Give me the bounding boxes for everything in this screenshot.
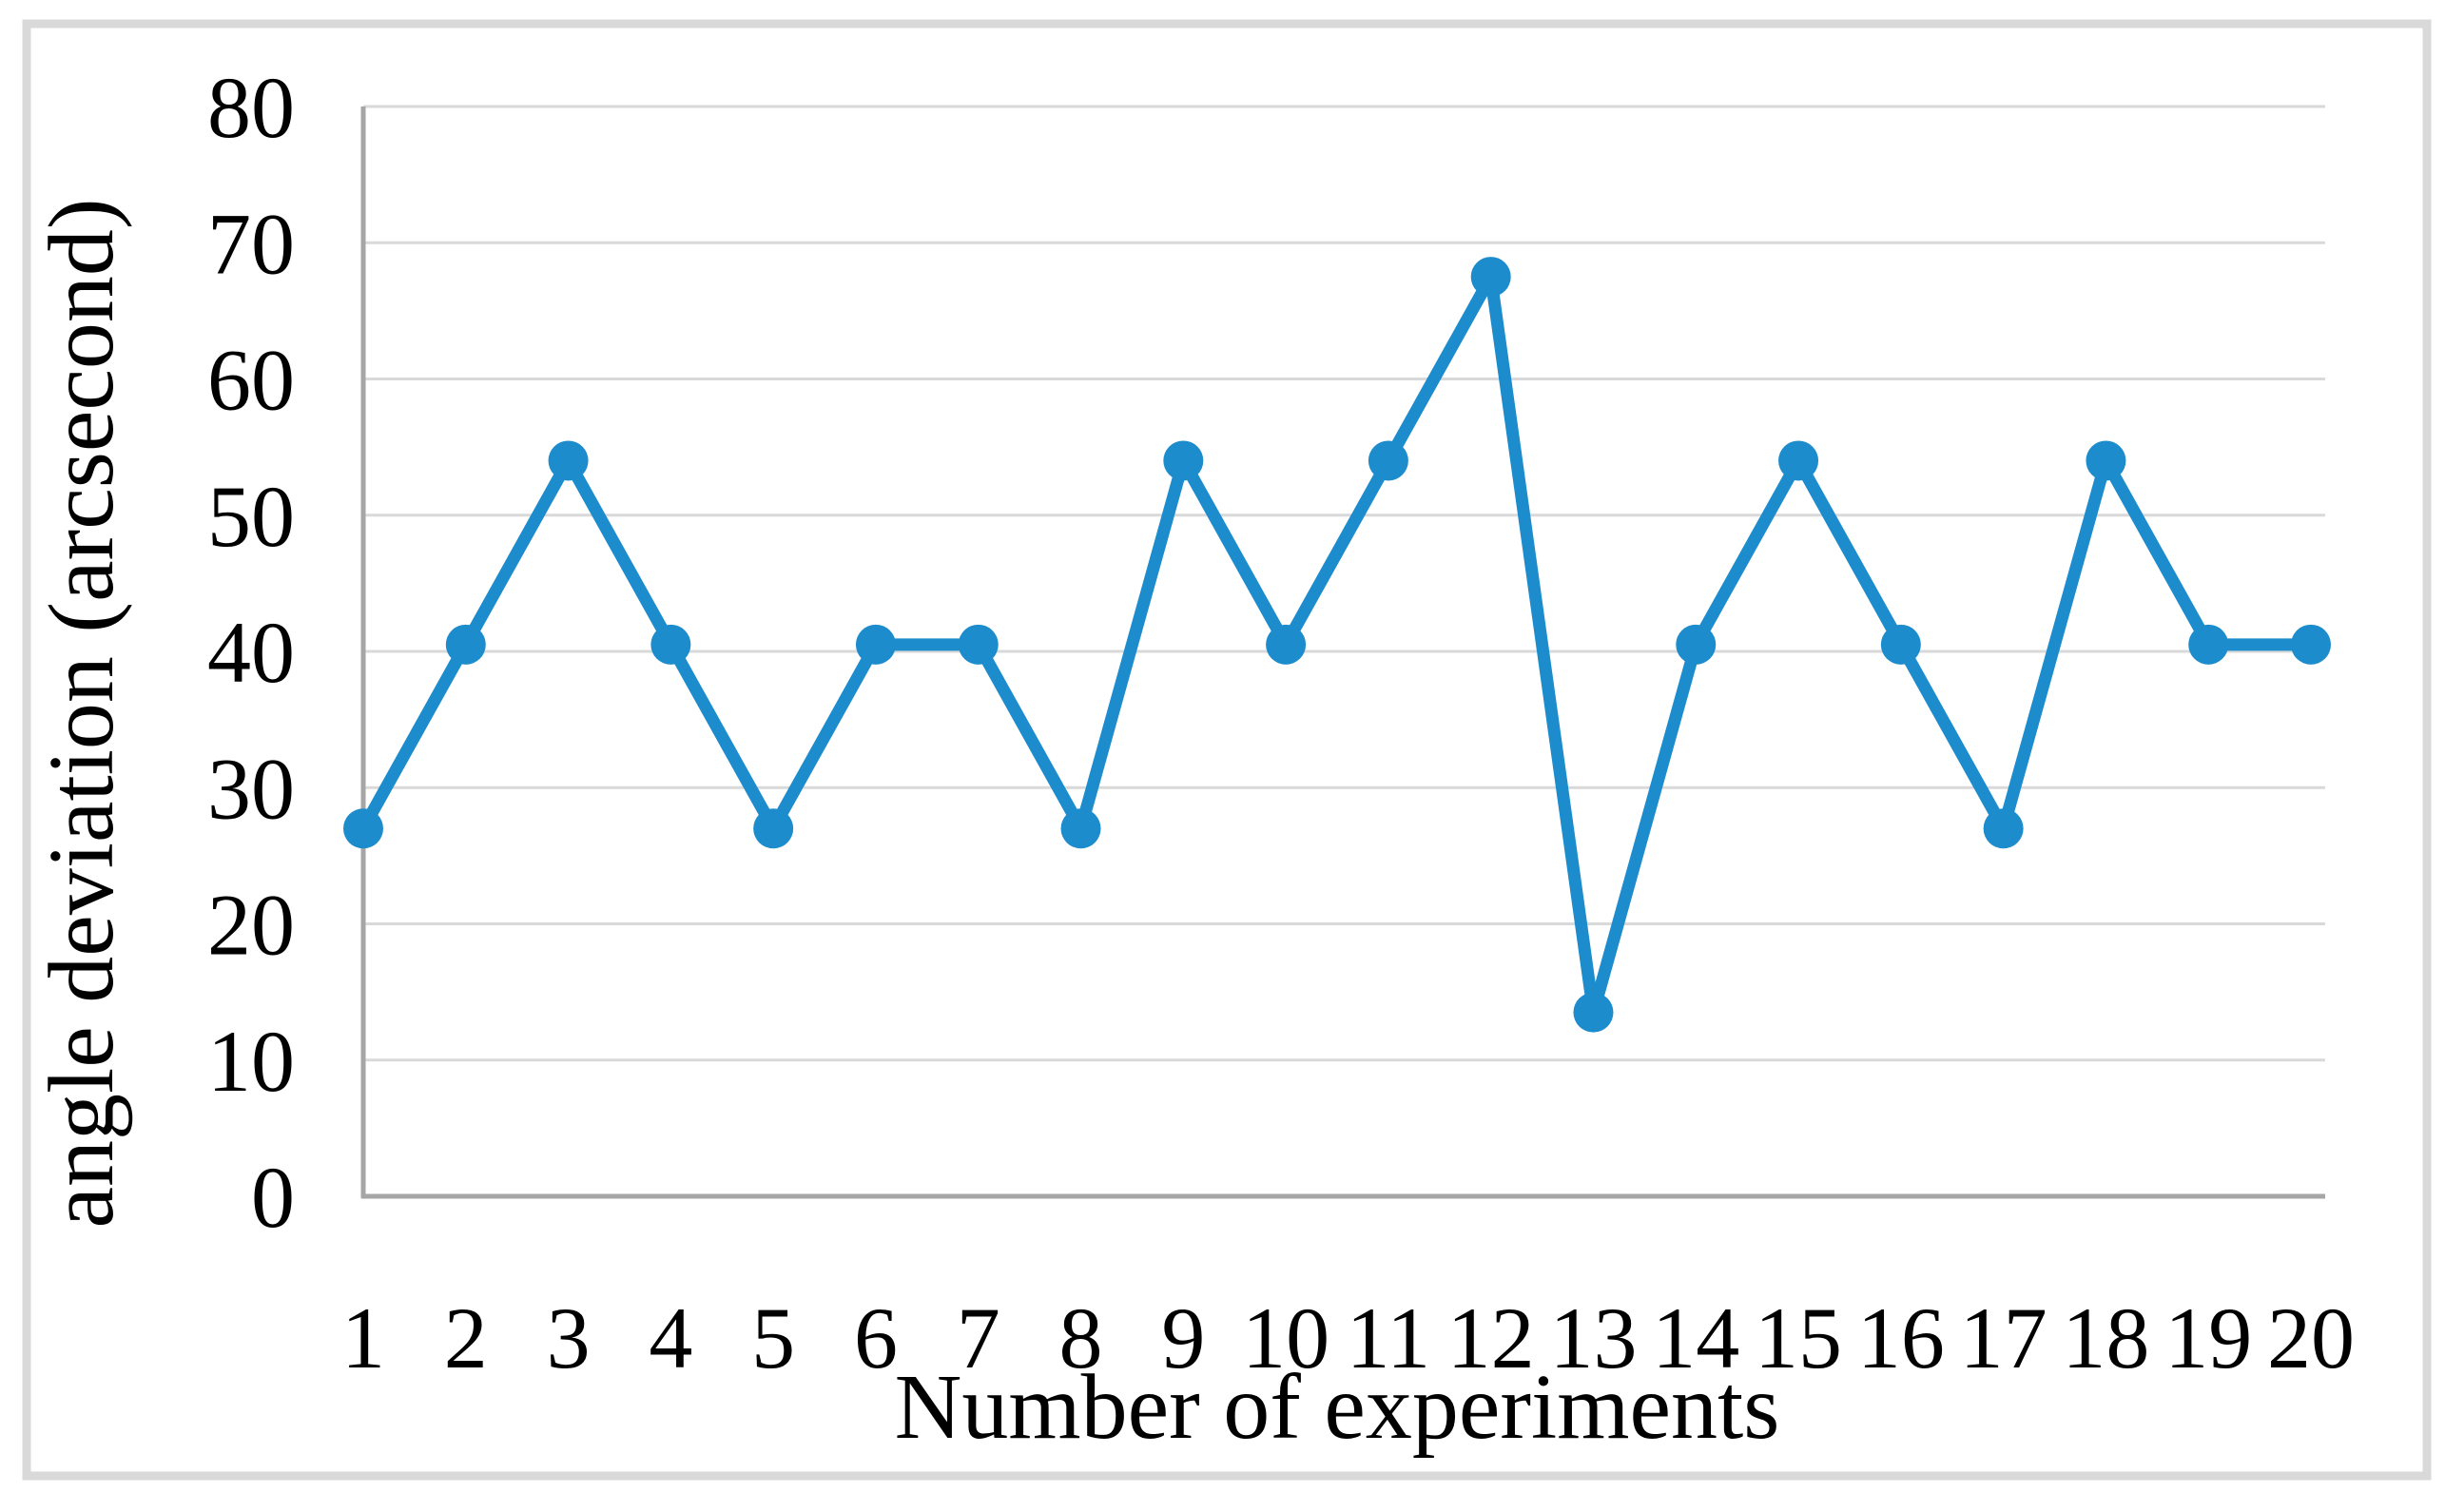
data-point-13 (1573, 992, 1614, 1033)
data-point-4 (650, 624, 691, 665)
data-point-19 (2188, 624, 2229, 665)
data-point-5 (753, 808, 794, 849)
data-point-17 (1983, 808, 2024, 849)
figure-frame (22, 19, 2432, 1481)
x-tick-label-6: 6 (854, 1289, 898, 1386)
data-point-10 (1266, 624, 1307, 665)
x-tick-label-9: 9 (1161, 1289, 1205, 1386)
data-point-7 (958, 624, 999, 665)
x-tick-label-1: 1 (341, 1289, 385, 1386)
data-point-6 (855, 624, 896, 665)
data-point-2 (445, 624, 486, 665)
data-point-14 (1676, 624, 1717, 665)
data-point-9 (1163, 440, 1204, 481)
x-tick-label-13: 13 (1549, 1289, 1637, 1386)
x-tick-label-14: 14 (1652, 1289, 1739, 1386)
x-tick-label-3: 3 (547, 1289, 591, 1386)
x-axis-tick-labels: 1 2 3 4 5 6 7 8 9 10 11 12 13 14 15 16 17 18 19 20 (341, 1289, 2355, 1386)
data-point-3 (548, 440, 589, 481)
data-point-20 (2291, 624, 2331, 665)
x-tick-label-4: 4 (649, 1289, 692, 1386)
x-tick-label-5: 5 (751, 1289, 795, 1386)
y-axis-tick-labels: 0 10 20 30 40 50 60 70 80 (207, 59, 295, 1246)
data-series-markers (343, 257, 2331, 1033)
x-tick-label-16: 16 (1857, 1289, 1945, 1386)
x-tick-label-10: 10 (1242, 1289, 1329, 1386)
y-tick-label-60: 60 (207, 332, 295, 429)
axes (360, 107, 2325, 1199)
y-tick-label-30: 30 (207, 740, 295, 837)
y-tick-label-0: 0 (251, 1149, 295, 1246)
data-point-15 (1778, 440, 1819, 481)
data-point-16 (1880, 624, 1921, 665)
x-tick-label-12: 12 (1447, 1289, 1535, 1386)
gridlines (363, 105, 2325, 1062)
y-tick-label-10: 10 (207, 1013, 295, 1110)
x-tick-label-17: 17 (1960, 1289, 2047, 1386)
data-series-line (357, 270, 2318, 1019)
y-axis-title: angle deviation (arcsecond) (30, 199, 133, 1229)
y-tick-label-80: 80 (207, 59, 295, 156)
x-tick-label-15: 15 (1755, 1289, 1842, 1386)
y-tick-label-40: 40 (207, 604, 295, 701)
x-tick-label-20: 20 (2267, 1289, 2355, 1386)
y-tick-label-50: 50 (207, 468, 295, 565)
data-point-18 (2086, 440, 2126, 481)
y-tick-label-70: 70 (207, 195, 295, 292)
data-point-8 (1060, 808, 1101, 849)
x-tick-label-19: 19 (2164, 1289, 2252, 1386)
data-point-12 (1470, 257, 1511, 298)
x-tick-label-11: 11 (1347, 1289, 1431, 1386)
x-tick-label-2: 2 (444, 1289, 488, 1386)
x-tick-label-18: 18 (2062, 1289, 2149, 1386)
data-point-1 (343, 808, 383, 849)
series-polyline (357, 270, 2318, 1019)
data-point-11 (1368, 440, 1408, 481)
y-tick-label-20: 20 (207, 877, 295, 974)
x-tick-label-8: 8 (1059, 1289, 1103, 1386)
x-axis-title: Number of experiments (895, 1356, 1780, 1459)
x-tick-label-7: 7 (957, 1289, 1000, 1386)
